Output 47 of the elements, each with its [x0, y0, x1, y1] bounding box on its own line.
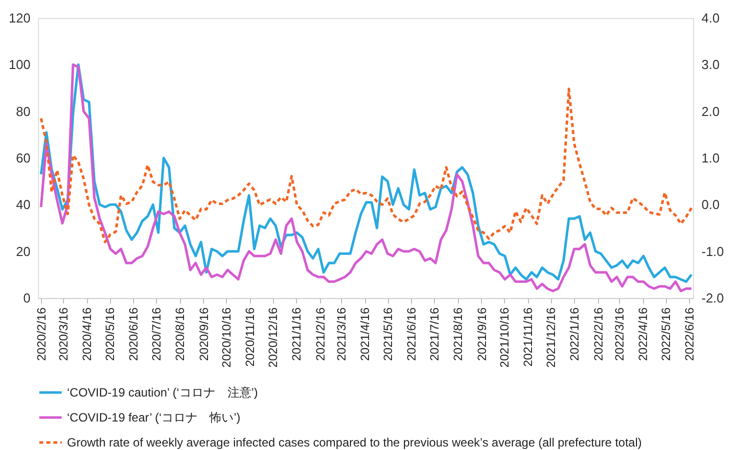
legend-label: Growth rate of weekly average infected cases compared to the previous week’s average (all prefecture total)	[67, 436, 642, 450]
x-tick-label: 2022/4/16	[636, 307, 650, 361]
y-tick-label: 120	[8, 10, 30, 26]
legend-label: ‘COVID-19 caution’ (‘コロナ 注意’)	[67, 386, 258, 400]
y-tick-label: 20	[16, 244, 30, 259]
y-tick-label: 60	[16, 150, 30, 166]
x-tick-label: 2020/7/16	[150, 307, 164, 361]
x-tick-label: 2021/6/16	[404, 307, 419, 361]
legend-label: ‘COVID-19 fear’ (‘コロナ 怖い’)	[67, 410, 240, 424]
y2-tick-label: 3.0	[702, 57, 720, 72]
x-tick-label: 2020/6/16	[126, 307, 141, 361]
y-tick-label: 100	[8, 57, 30, 72]
x-tick-label: 2021/10/16	[498, 307, 512, 368]
y-tick-label: 80	[16, 104, 30, 119]
x-tick-label: 2021/4/16	[358, 307, 372, 361]
x-tick-label: 2022/5/16	[659, 307, 674, 361]
y-tick-label: 40	[16, 197, 30, 212]
x-tick-label: 2020/10/16	[220, 307, 234, 368]
x-tick-label: 2021/7/16	[428, 307, 442, 361]
y2-tick-label: 4.0	[702, 10, 720, 26]
line-series	[40, 88, 693, 244]
y2-tick-label: 2.0	[702, 104, 720, 119]
x-tick-label: 2021/12/16	[544, 307, 558, 368]
x-tick-label: 2020/2/16	[34, 307, 49, 361]
x-tick-label: 2020/5/16	[103, 307, 118, 361]
x-tick-label: 2020/11/16	[243, 307, 258, 367]
x-tick-label: 2021/9/16	[474, 307, 489, 361]
x-tick-label: 2020/3/16	[56, 307, 71, 361]
x-tick-label: 2020/9/16	[196, 307, 211, 361]
y2-tick-label: 0.0	[702, 197, 720, 212]
x-tick-label: 2021/1/16	[290, 307, 304, 361]
y2-tick-label: -2.0	[702, 290, 724, 306]
x-tick-label: 2021/3/16	[334, 307, 349, 361]
x-tick-label: 2021/8/16	[451, 307, 466, 361]
x-tick-label: 2020/4/16	[80, 307, 94, 361]
y2-tick-label: -1.0	[702, 244, 724, 259]
x-tick-label: 2022/6/16	[682, 307, 697, 361]
x-tick-label: 2021/11/16	[521, 307, 536, 367]
x-tick-label: 2021/2/16	[313, 307, 328, 361]
y-tick-label: 0	[23, 290, 30, 306]
x-tick-label: 2022/2/16	[591, 307, 606, 361]
x-tick-label: 2021/5/16	[381, 307, 396, 361]
x-tick-label: 2020/8/16	[173, 307, 188, 361]
y2-tick-label: 1.0	[702, 150, 720, 166]
x-tick-label: 2022/1/16	[568, 307, 582, 361]
x-tick-label: 2022/3/16	[612, 307, 627, 361]
x-tick-label: 2020/12/16	[266, 307, 280, 368]
